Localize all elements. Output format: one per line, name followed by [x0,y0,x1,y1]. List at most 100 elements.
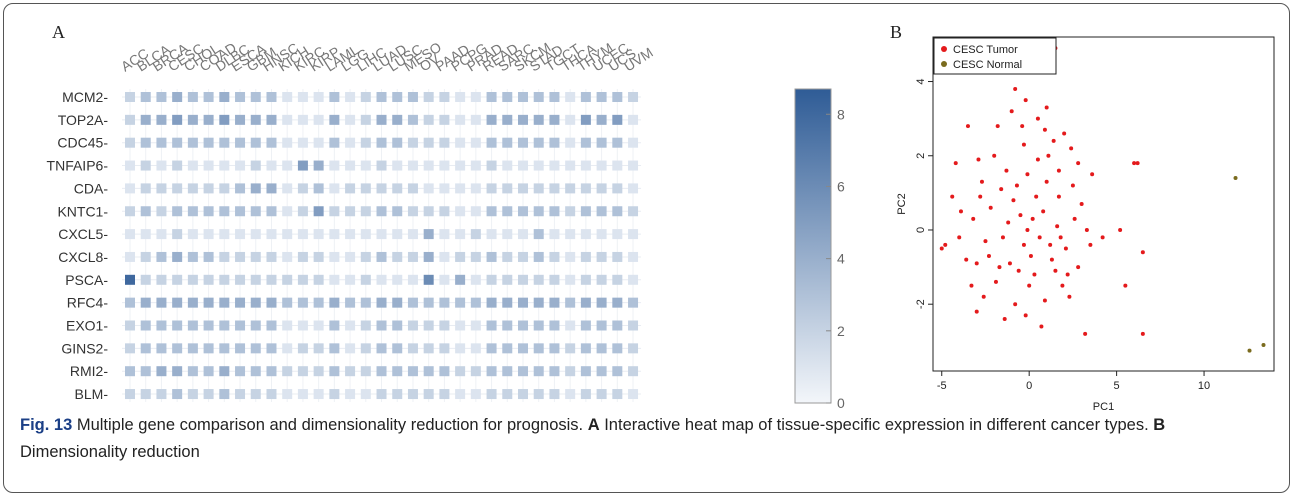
heatmap-cell [407,160,418,171]
heatmap-cell [596,229,607,240]
heatmap-cell [187,251,198,262]
heatmap-cell [282,251,293,262]
heatmap-cell [235,389,246,400]
heatmap-cell [250,92,261,102]
heatmap-cell [172,206,183,217]
heatmap-cell [219,229,230,240]
scatter-point [1118,227,1123,232]
heatmap-cell [187,92,198,102]
heatmap-cell [533,274,544,285]
scatter-point [1006,220,1011,225]
scatter-point [1027,283,1032,288]
heatmap-cell [470,389,481,400]
heatmap-cell [125,320,135,331]
heatmap-cell [392,389,403,400]
heatmap-cell [376,137,387,148]
heatmap-cell [360,206,371,217]
heatmap-cell [140,229,151,240]
caption-b: B [1153,416,1166,434]
heatmap-cell [455,114,466,125]
heatmap-cell [329,229,340,240]
heatmap-cell [329,160,340,171]
heatmap-cell [360,343,371,354]
scatter-point [957,235,962,240]
heatmap-cell [203,297,214,308]
heatmap-cell [439,343,450,354]
scatter-point [1004,168,1009,173]
heatmap-cell [345,160,356,171]
heatmap-cell [612,160,623,171]
heatmap-cell [439,206,450,217]
scatter-point [1058,235,1063,240]
heatmap-cell [439,137,450,148]
scatter-point [1056,168,1061,173]
heatmap-cell [203,320,214,331]
heatmap-cell [187,366,198,377]
caption-text-1: Multiple gene comparison and dimensional… [72,416,588,434]
figure-frame [3,3,1290,493]
gene-label: CXCL5- [58,226,108,242]
heatmap-cell [455,389,466,400]
heatmap-cell [345,183,356,194]
heatmap-cell [313,206,324,217]
heatmap-cell [533,297,544,308]
heatmap-cell [172,274,183,285]
heatmap-cell [565,251,576,262]
heatmap-cell [345,389,356,400]
heatmap-cell [486,366,497,377]
heatmap-cell [455,160,466,171]
heatmap-cell [549,206,560,217]
scatter-point [1000,235,1005,240]
heatmap-cell [329,92,340,102]
heatmap-cell [172,183,183,194]
heatmap-cell [313,160,324,171]
scatter-point [1079,202,1084,206]
scatter-point [1056,194,1061,199]
heatmap-cell [219,160,230,171]
heatmap-cell [407,92,418,102]
heatmap-cell [392,229,403,240]
heatmap-cell [596,160,607,171]
heatmap-cell [518,389,528,400]
scatter-point [1042,298,1047,303]
scatter-point [1055,224,1060,229]
heatmap-cell [297,343,308,354]
heatmap-cell [392,160,403,171]
heatmap-cell [187,229,198,240]
heatmap-cell [423,229,434,240]
heatmap-cell [392,297,403,308]
heatmap-cell [533,343,544,354]
heatmap-grid [122,89,642,403]
heatmap-cell [156,206,167,217]
colorbar-tick-label: 6 [837,178,845,194]
heatmap-cell [439,297,450,308]
heatmap-cell [219,274,230,285]
heatmap-cell [266,320,277,331]
heatmap-cell [250,137,261,148]
scatter-point [1028,253,1033,258]
heatmap-cell [455,366,466,377]
heatmap-cell [360,297,371,308]
heatmap-cell [297,92,308,102]
heatmap-cell [628,251,639,262]
heatmap-cell [612,297,623,308]
heatmap-cell [282,343,293,354]
heatmap-cell [423,366,434,377]
heatmap-cell [486,274,497,285]
heatmap-cell [596,137,607,148]
heatmap-cell [439,389,450,400]
heatmap-cell [313,183,324,194]
heatmap-cell [628,183,639,194]
heatmap-cell [250,183,261,194]
heatmap-cell [470,229,481,240]
heatmap-cell [407,114,418,125]
heatmap-cell [156,297,167,308]
heatmap-cell [156,92,167,102]
heatmap-cell [219,389,230,400]
heatmap-cell [125,251,135,262]
heatmap-cell [596,389,607,400]
heatmap-cell [360,320,371,331]
heatmap-cell [470,160,481,171]
heatmap-cell [392,274,403,285]
heatmap-cell [565,366,576,377]
